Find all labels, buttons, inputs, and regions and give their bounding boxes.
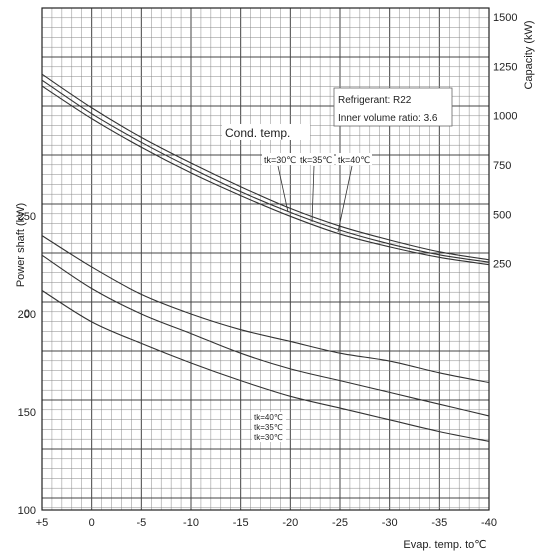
capacity-series-leader bbox=[277, 165, 289, 213]
capacity-tick-label: 1000 bbox=[493, 111, 517, 123]
plot-border bbox=[41, 7, 490, 511]
power-series-label-bg bbox=[252, 422, 286, 432]
power-line bbox=[41, 235, 490, 384]
power-series-label: tk=30℃ bbox=[254, 433, 283, 442]
capacity-series-label-bg bbox=[336, 153, 372, 165]
x-tick-label: -35 bbox=[431, 517, 447, 529]
series bbox=[41, 73, 490, 442]
volume-ratio-label: Inner volume ratio: 3.6 bbox=[338, 113, 438, 124]
cond-temp-label: Cond. temp. bbox=[225, 126, 290, 140]
capacity-series-label-bg bbox=[262, 153, 298, 165]
power-zero-label: 0 bbox=[24, 308, 30, 320]
capacity-series-label: tk=30℃ bbox=[264, 155, 296, 165]
power-tick-label: 200 bbox=[18, 309, 36, 321]
capacity-series-label: tk=35℃ bbox=[300, 155, 332, 165]
capacity-series-label: tk=40℃ bbox=[338, 155, 370, 165]
capacity-series-label-bg bbox=[298, 153, 334, 165]
x-tick-label: -10 bbox=[183, 517, 199, 529]
capacity-line bbox=[41, 79, 490, 263]
x-tick-label: -15 bbox=[233, 517, 249, 529]
power-series-label-bg bbox=[252, 412, 286, 422]
ticks: +5 0 -5 -10 -15 -20 -25 -30 -35 -4025050075010001… bbox=[18, 12, 518, 529]
power-series-label: tk=35℃ bbox=[254, 423, 283, 432]
power-line bbox=[41, 254, 490, 417]
x-tick-label: +5 bbox=[36, 517, 49, 529]
x-tick-label: -25 bbox=[332, 517, 348, 529]
capacity-tick-label: 250 bbox=[493, 259, 511, 271]
cond-temp-box bbox=[222, 124, 310, 140]
refrigerant-label: Refrigerant: R22 bbox=[338, 95, 412, 106]
power-series-label: tk=40℃ bbox=[254, 413, 283, 422]
capacity-tick-label: 500 bbox=[493, 209, 511, 221]
series-labels: tk=30℃ tk=35℃ tk=40℃tk=40℃tk=35℃tk=30℃ bbox=[252, 153, 372, 442]
x-tick-label: -20 bbox=[282, 517, 298, 529]
x-axis-label: Evap. temp. to℃ bbox=[403, 539, 486, 551]
capacity-line bbox=[41, 85, 490, 266]
power-axis-label: Power shaft (kW) bbox=[15, 203, 27, 287]
power-tick-label: 150 bbox=[18, 407, 36, 419]
x-tick-label: -30 bbox=[382, 517, 398, 529]
capacity-tick-label: 1500 bbox=[493, 12, 517, 24]
info-box bbox=[333, 87, 453, 127]
capacity-line bbox=[41, 73, 490, 261]
capacity-tick-label: 750 bbox=[493, 160, 511, 172]
capacity-series-leader bbox=[311, 165, 315, 223]
power-tick-label: 100 bbox=[18, 505, 36, 517]
x-tick-label: 0 bbox=[89, 517, 95, 529]
power-line bbox=[41, 290, 490, 442]
capacity-tick-label: 1250 bbox=[493, 61, 517, 73]
power-series-label-bg bbox=[252, 432, 286, 442]
power-tick-label: 250 bbox=[18, 211, 36, 223]
x-tick-label: -5 bbox=[136, 517, 146, 529]
plot-frame bbox=[41, 7, 490, 511]
capacity-series-leader bbox=[337, 165, 353, 233]
x-tick-label: -40 bbox=[481, 517, 497, 529]
capacity-axis-label: Capacity (kW) bbox=[523, 20, 535, 89]
